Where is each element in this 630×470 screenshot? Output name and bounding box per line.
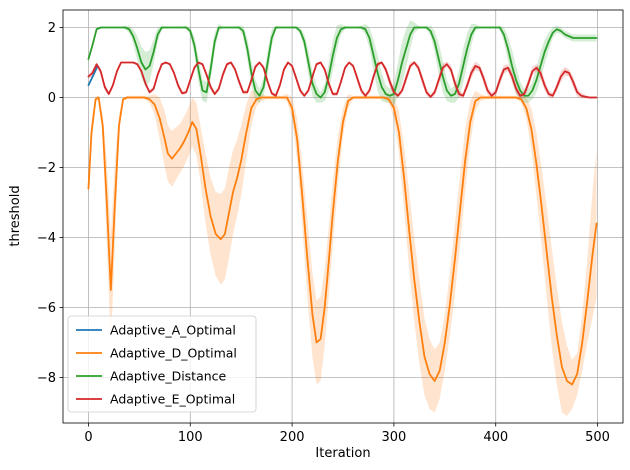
series-line-adaptive-distance [87, 26, 598, 99]
legend-label-adaptive-a-optimal: Adaptive_A_Optimal [110, 323, 236, 338]
y-tick-label: −2 [37, 161, 56, 176]
y-tick-label: 0 [48, 91, 56, 106]
legend-box [67, 315, 257, 413]
series-line-adaptive-e-optimal [87, 61, 598, 99]
y-tick-label: −4 [37, 231, 56, 246]
x-tick-label: 100 [178, 430, 203, 445]
x-tick-label: 500 [585, 430, 610, 445]
series-line-adaptive-a-optimal [87, 65, 99, 87]
x-tick-label: 200 [280, 430, 305, 445]
legend: Adaptive_A_Optimal Adaptive_D_Optimal Ad… [67, 315, 257, 413]
x-axis-label: Iteration [315, 446, 370, 461]
y-tick-label: −6 [37, 301, 56, 316]
plot-frame [62, 9, 624, 424]
x-tick-label: 400 [483, 430, 508, 445]
axis-ticks: 0 100 200 300 400 500 2 0 −2 −4 −6 −8 [37, 21, 610, 445]
y-axis-label: threshold [8, 185, 23, 246]
y-tick-label: 2 [48, 21, 56, 36]
legend-label-adaptive-distance: Adaptive_Distance [110, 369, 227, 384]
y-tick-label: −8 [37, 371, 56, 386]
legend-label-adaptive-e-optimal: Adaptive_E_Optimal [110, 392, 235, 407]
x-tick-label: 0 [84, 430, 92, 445]
series-lines [87, 26, 598, 386]
series-line-adaptive-d-optimal [87, 96, 598, 386]
legend-label-adaptive-d-optimal: Adaptive_D_Optimal [110, 346, 237, 361]
x-tick-label: 300 [381, 430, 406, 445]
